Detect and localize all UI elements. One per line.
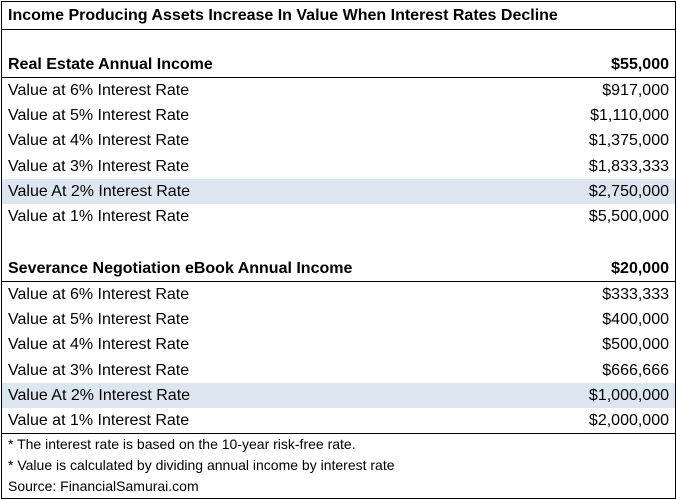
row-label: Value At 2% Interest Rate [8, 386, 191, 404]
table-row: Value at 6% Interest Rate $333,333 [2, 282, 675, 307]
row-value: $333,333 [602, 285, 669, 303]
row-label: Value at 6% Interest Rate [8, 285, 190, 303]
row-label: Value at 1% Interest Rate [8, 208, 190, 226]
table-row: Value at 5% Interest Rate $1,110,000 [2, 103, 675, 128]
row-value: $917,000 [602, 81, 669, 99]
row-value: $400,000 [602, 310, 669, 328]
row-label: Value at 4% Interest Rate [8, 336, 190, 354]
ebook-section: Severance Negotiation eBook Annual Incom… [2, 257, 675, 434]
section-header-value: $20,000 [611, 260, 669, 277]
row-value: $2,750,000 [588, 182, 669, 200]
footnote-source: Source: FinancialSamurai.com [8, 478, 199, 494]
table-row: Value at 3% Interest Rate $666,666 [2, 358, 675, 383]
row-value: $1,375,000 [588, 132, 669, 150]
row-value: $1,833,333 [588, 157, 669, 175]
table-row: Value at 4% Interest Rate $500,000 [2, 333, 675, 358]
row-label: Value at 3% Interest Rate [8, 361, 190, 379]
table-row: Value at 6% Interest Rate $917,000 [2, 78, 675, 103]
footnote-interest-rate: * The interest rate is based on the 10-y… [8, 436, 356, 452]
section-header: Real Estate Annual Income $55,000 [2, 53, 675, 78]
footnotes: * The interest rate is based on the 10-y… [2, 433, 675, 497]
real-estate-section: Real Estate Annual Income $55,000 Value … [2, 53, 675, 230]
footnote-calculation: * Value is calculated by dividing annual… [8, 457, 395, 473]
row-label: Value At 2% Interest Rate [8, 182, 191, 200]
row-value: $1,000,000 [588, 386, 669, 404]
section-header-label: Severance Negotiation eBook Annual Incom… [8, 260, 353, 277]
table-row: Value at 1% Interest Rate $2,000,000 [2, 408, 675, 433]
table-row: Value at 1% Interest Rate $5,500,000 [2, 204, 675, 229]
table-title: Income Producing Assets Increase In Valu… [2, 2, 675, 30]
row-value: $5,500,000 [588, 208, 669, 226]
row-label: Value at 5% Interest Rate [8, 106, 190, 124]
row-label: Value at 3% Interest Rate [8, 157, 190, 175]
row-label: Value at 6% Interest Rate [8, 81, 190, 99]
table-row-highlighted: Value At 2% Interest Rate $1,000,000 [2, 383, 675, 409]
table-row: Value at 5% Interest Rate $400,000 [2, 307, 675, 332]
section-header: Severance Negotiation eBook Annual Incom… [2, 257, 675, 282]
section-header-label: Real Estate Annual Income [8, 56, 213, 73]
row-value: $2,000,000 [588, 412, 669, 430]
row-label: Value at 5% Interest Rate [8, 310, 190, 328]
section-header-value: $55,000 [611, 56, 669, 73]
row-label: Value at 1% Interest Rate [8, 412, 190, 430]
row-value: $666,666 [602, 361, 669, 379]
table-row: Value at 4% Interest Rate $1,375,000 [2, 129, 675, 154]
row-label: Value at 4% Interest Rate [8, 132, 190, 150]
table-row-highlighted: Value At 2% Interest Rate $2,750,000 [2, 179, 675, 205]
row-value: $500,000 [602, 336, 669, 354]
row-value: $1,110,000 [590, 106, 669, 124]
table-row: Value at 3% Interest Rate $1,833,333 [2, 154, 675, 179]
